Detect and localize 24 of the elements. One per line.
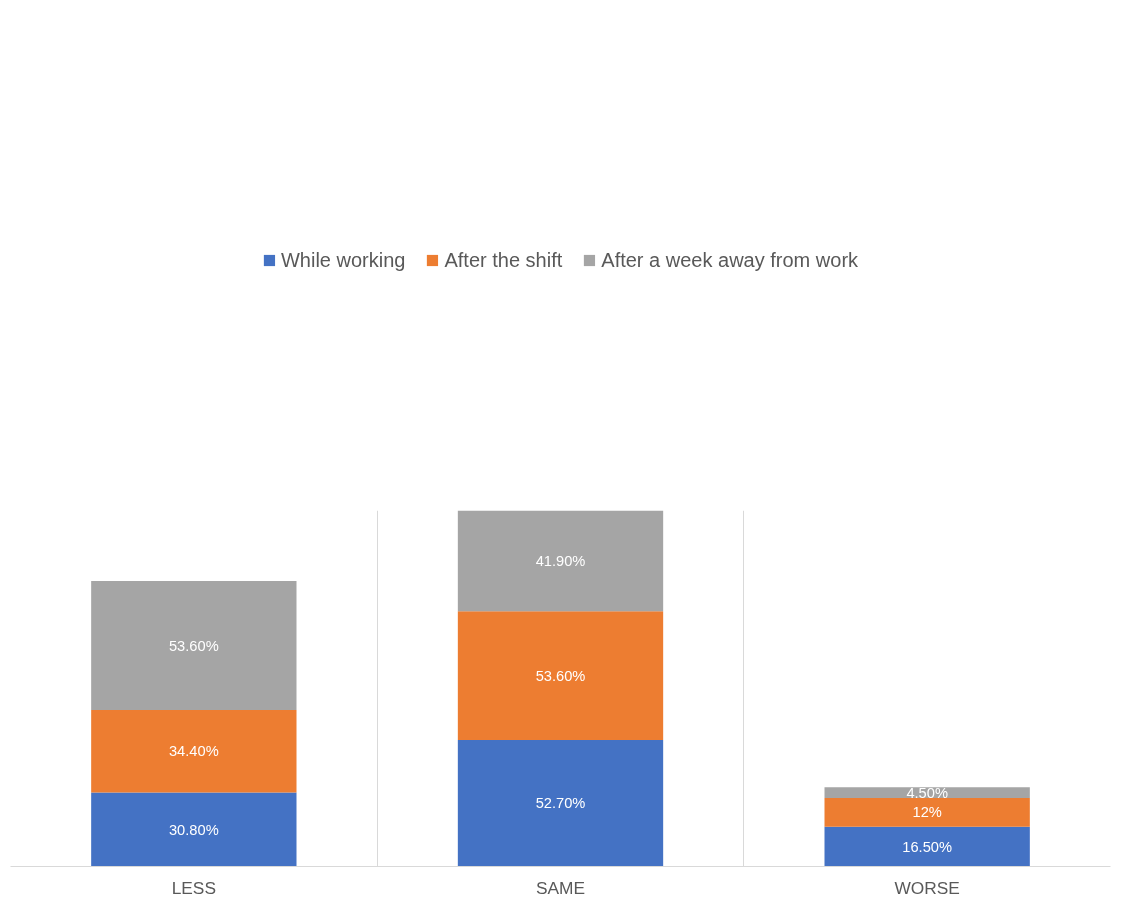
bar bbox=[824, 798, 1030, 827]
bar bbox=[457, 739, 664, 867]
data-label: 53.60% bbox=[535, 667, 586, 684]
data-label: 4.50% bbox=[906, 784, 948, 801]
legend-label: After the shift bbox=[444, 248, 563, 272]
bar bbox=[824, 787, 1030, 799]
bar bbox=[457, 611, 664, 740]
bar bbox=[91, 709, 297, 793]
bar bbox=[91, 581, 297, 710]
data-label: 16.50% bbox=[902, 838, 953, 855]
legend-label: While working bbox=[280, 248, 406, 272]
x-tick-label: WORSE bbox=[894, 877, 960, 898]
data-label: 53.60% bbox=[168, 637, 219, 654]
x-tick-label: SAME bbox=[535, 877, 586, 898]
bar bbox=[91, 792, 297, 867]
data-label: 34.40% bbox=[168, 743, 219, 760]
bar bbox=[824, 826, 1030, 867]
data-label: 41.90% bbox=[535, 552, 586, 569]
legend-label: After a week away from work bbox=[601, 248, 859, 272]
data-label: 30.80% bbox=[168, 821, 219, 838]
x-tick-label: LESS bbox=[171, 877, 216, 898]
data-label: 12% bbox=[912, 804, 942, 821]
bar bbox=[457, 510, 664, 612]
data-label: 52.70% bbox=[535, 795, 586, 812]
